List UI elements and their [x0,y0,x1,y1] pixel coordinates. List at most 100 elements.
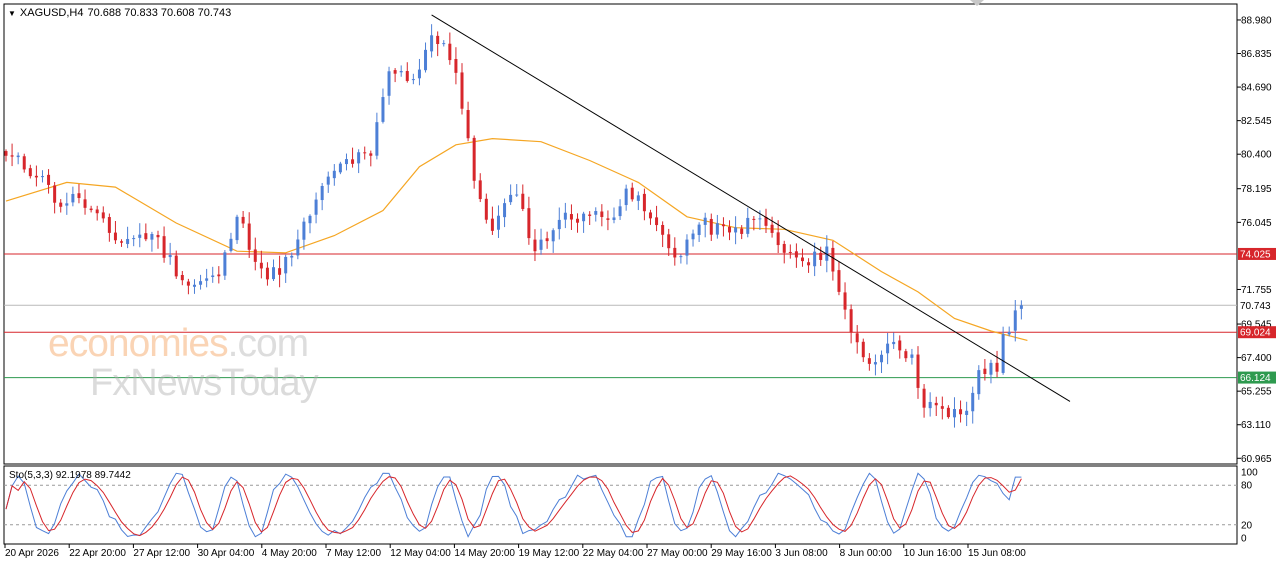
candle-body [296,239,300,256]
chart-header: ▼ XAGUSD,H4 70.688 70.833 70.608 70.743 [8,7,231,19]
candle [472,135,476,189]
candle-body [430,35,434,52]
candle-body [582,213,586,222]
candle-body [539,239,543,250]
candle-body [1007,331,1011,335]
candle-body [655,217,659,226]
candle [934,396,938,417]
candle [484,193,488,224]
candle [89,205,93,213]
candle-body [709,218,713,235]
candles-layer [4,24,1023,428]
candle-body [217,274,221,277]
stochastic-label: Sto(5,3,3) 92.1978 89.7442 [9,470,131,481]
candle-body [740,228,744,234]
x-tick-label: 30 Apr 04:00 [198,548,255,559]
candle-body [995,362,999,372]
candle [351,147,355,168]
candle-body [332,170,336,179]
y-tick-label: 69.545 [1241,320,1272,331]
candle [28,164,32,179]
candle-body [478,180,482,200]
candle [800,248,804,267]
trendline-layer [431,14,1071,402]
x-tick-label: 10 Jun 16:00 [904,548,962,559]
candle-body [965,410,969,415]
x-tick-label: 22 Apr 20:00 [69,548,126,559]
candle-body [302,221,306,240]
candle-body [59,202,63,207]
candle [448,32,452,65]
candle [417,58,421,86]
candle-body [235,216,239,241]
candle-body [89,208,93,211]
candle-body [460,72,464,109]
candle [928,392,932,417]
candle-body [661,224,665,235]
candle-body [788,251,792,253]
price-axis-layer: 88.980 86.835 84.690 82.545 80.400 78.195 76.0… [1237,15,1276,465]
level-badge-bg [1238,326,1276,339]
x-tick-label: 12 May 04:00 [390,548,451,559]
candle-body [618,206,622,217]
candle-body [338,163,342,173]
candle-body [849,309,853,333]
moving-average-line[interactable] [5,137,1028,341]
x-tick-label: 29 May 16:00 [711,548,772,559]
candle-body [952,409,956,418]
candle-body [71,193,75,203]
candle [192,279,196,294]
candle [77,184,81,204]
x-tick-label: 15 Jun 08:00 [968,548,1026,559]
candle-body [928,401,932,409]
candle [34,165,38,187]
candle [807,258,811,273]
candle [4,149,8,162]
downtrend-line[interactable] [431,14,1071,402]
level-badge-text: 70.743 [1240,301,1271,312]
candle-body [351,159,355,164]
candle [582,211,586,233]
candle-body [22,156,26,170]
candle-body [934,402,938,406]
candle-body [898,340,902,351]
candle-body [375,122,379,156]
candle [65,192,69,215]
candle [946,405,950,419]
candle-body [606,218,610,220]
candle [977,365,981,400]
candle [186,278,190,295]
level-badge-70.743: 70.743 [1238,299,1276,312]
candle [837,261,841,296]
candle [53,181,57,214]
candle [454,47,458,85]
candle [223,250,227,280]
candle-body [721,224,725,227]
candle [740,225,744,240]
candle [794,243,798,268]
x-tick-label: 20 Apr 2026 [5,548,59,559]
candle [515,184,519,197]
candle [405,62,409,83]
candle [892,332,896,349]
candle-body [770,224,774,233]
candle [326,171,330,193]
candle-body [369,153,373,156]
candle [959,400,963,423]
chart-shift-marker[interactable] [970,0,984,6]
candle [880,350,884,374]
candle [715,214,719,239]
candle-body [448,43,452,61]
level-badge-74.025: 74.025 [1238,247,1276,260]
candle [898,335,902,359]
candle [430,24,434,58]
candle [235,214,239,244]
candle [10,143,14,167]
candle-body [107,217,111,233]
symbol-menu-icon[interactable]: ▼ [8,8,16,18]
candle [71,186,75,207]
candle-body [393,70,397,74]
candle [168,242,172,265]
candle [180,270,184,286]
